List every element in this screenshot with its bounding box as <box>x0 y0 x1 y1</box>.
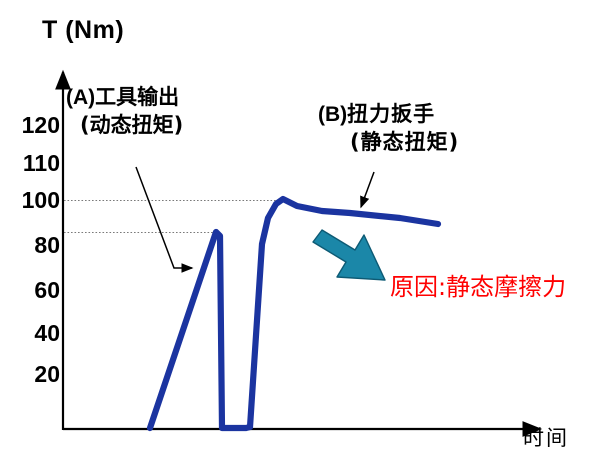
y-tick-110: 110 <box>22 150 60 176</box>
cause-annotation: 原因:静态摩擦力 <box>390 273 567 301</box>
y-tick-80: 80 <box>34 232 60 258</box>
annotation-a-tag: (A) <box>66 86 96 109</box>
annotation-b: (B)扭力扳手 (静态扭矩) <box>318 101 459 156</box>
y-tick-20: 20 <box>34 361 60 387</box>
annotation-a-subtext: (动态扭矩) <box>80 112 184 137</box>
annotation-b-tag: (B) <box>318 103 348 126</box>
leader-line-b <box>360 171 375 209</box>
teal-arrow-icon <box>312 229 386 281</box>
y-tick-40: 40 <box>34 320 60 346</box>
y-tick-120: 120 <box>21 112 60 138</box>
annotation-b-text: 扭力扳手 <box>347 102 436 126</box>
x-axis-title: 时间 <box>523 426 569 450</box>
y-axis-tick-labels: 120 110 100 80 60 40 20 <box>8 0 60 473</box>
y-tick-100: 100 <box>21 187 60 213</box>
annotation-a-text: 工具输出 <box>95 85 180 109</box>
annotation-a: (A)工具输出 (动态扭矩) <box>66 84 183 139</box>
annotation-b-subtext: (静态扭矩) <box>350 129 460 154</box>
y-axis-title: T (Nm) <box>42 16 125 44</box>
torque-curve <box>146 195 442 432</box>
leader-line-a <box>135 166 194 273</box>
y-tick-60: 60 <box>34 277 60 303</box>
